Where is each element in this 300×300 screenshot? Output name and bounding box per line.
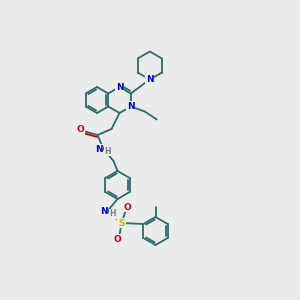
Text: N: N	[100, 208, 107, 217]
Text: N: N	[116, 82, 123, 91]
Text: H: H	[109, 209, 116, 218]
Text: O: O	[76, 125, 84, 134]
Text: N: N	[146, 75, 154, 84]
Text: H: H	[104, 146, 111, 155]
Text: N: N	[95, 145, 102, 154]
Text: N: N	[127, 102, 135, 111]
Text: O: O	[114, 235, 122, 244]
Text: S: S	[118, 218, 125, 227]
Text: O: O	[124, 202, 131, 211]
